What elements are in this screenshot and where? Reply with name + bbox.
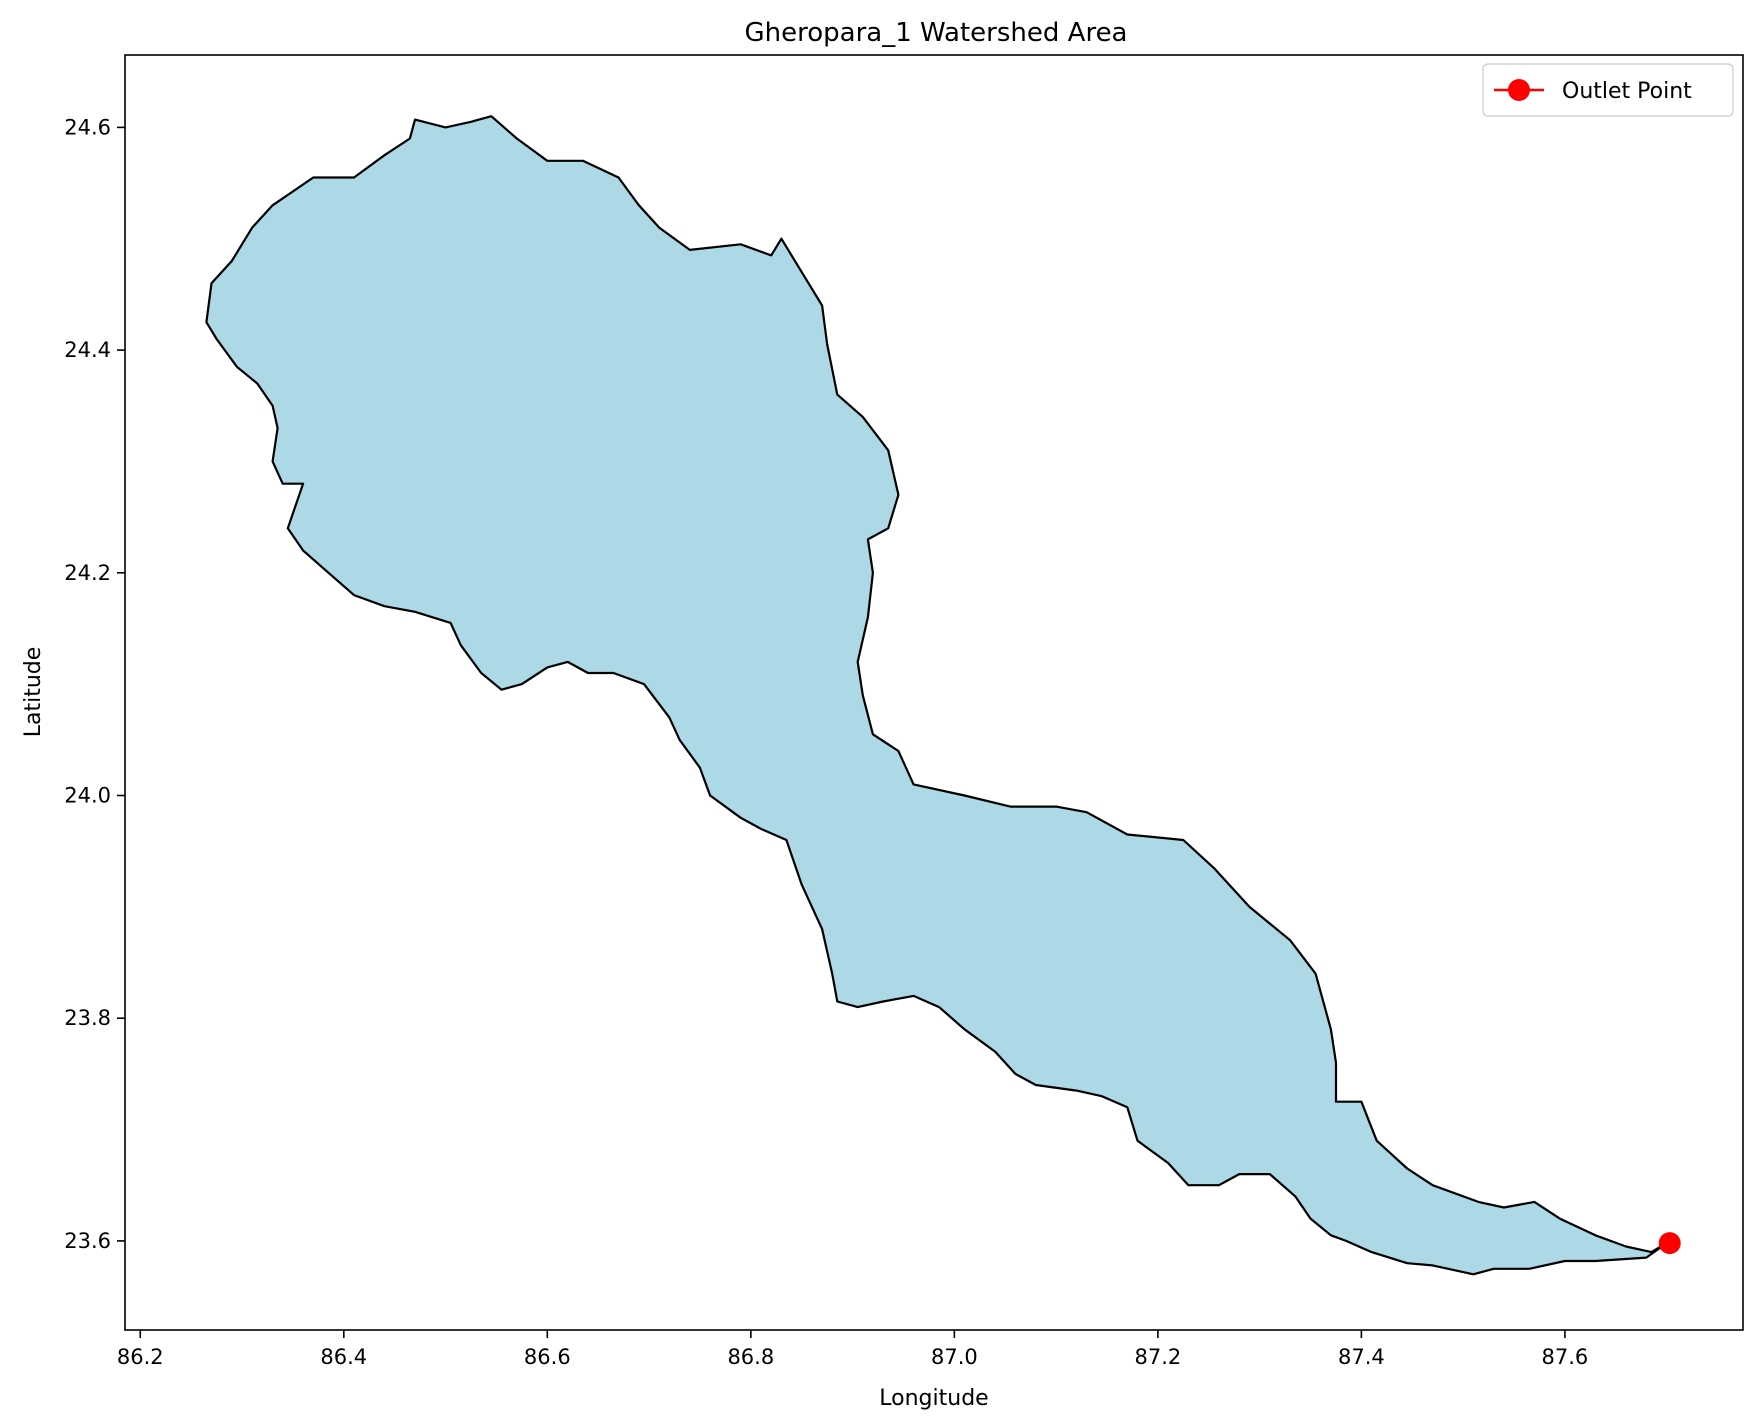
x-tick-label: 86.2 — [117, 1345, 164, 1369]
legend-box — [1482, 63, 1734, 117]
watershed-polygon — [205, 115, 1668, 1276]
axes-frame — [124, 54, 1744, 1331]
y-tick-label: 24.6 — [64, 115, 111, 139]
x-tick-label: 86.8 — [727, 1345, 774, 1369]
y-tick-label: 24.2 — [64, 561, 111, 585]
y-tick-label: 24.0 — [64, 784, 111, 808]
y-tick-label: 24.4 — [64, 338, 111, 362]
outlet-markers — [1658, 1232, 1681, 1255]
x-axis-label: Longitude — [879, 1386, 988, 1411]
x-tick-label: 86.6 — [524, 1345, 571, 1369]
x-tick-label: 87.6 — [1542, 1345, 1589, 1369]
y-tick-label: 23.6 — [64, 1229, 111, 1253]
chart-title: Gheropara_1 Watershed Area — [745, 18, 1128, 48]
x-axis-ticks: 86.2 86.4 86.6 86.8 87.0 87.2 87.4 87.6 — [117, 1330, 1588, 1369]
x-tick-label: 87.4 — [1338, 1345, 1385, 1369]
x-tick-label: 87.2 — [1134, 1345, 1181, 1369]
outlet-point-marker — [1658, 1232, 1681, 1255]
y-tick-label: 23.8 — [64, 1006, 111, 1030]
watershed-layer — [205, 115, 1668, 1276]
y-axis-label: Latitude — [21, 647, 46, 738]
legend-marker-swatch — [1508, 79, 1530, 101]
y-axis-ticks: 23.6 23.8 24.0 24.2 24.4 24.6 — [64, 115, 125, 1253]
legend: Outlet Point — [1482, 63, 1734, 117]
x-tick-label: 86.4 — [320, 1345, 367, 1369]
legend-label-outlet-point: Outlet Point — [1562, 79, 1692, 104]
x-tick-label: 87.0 — [931, 1345, 978, 1369]
